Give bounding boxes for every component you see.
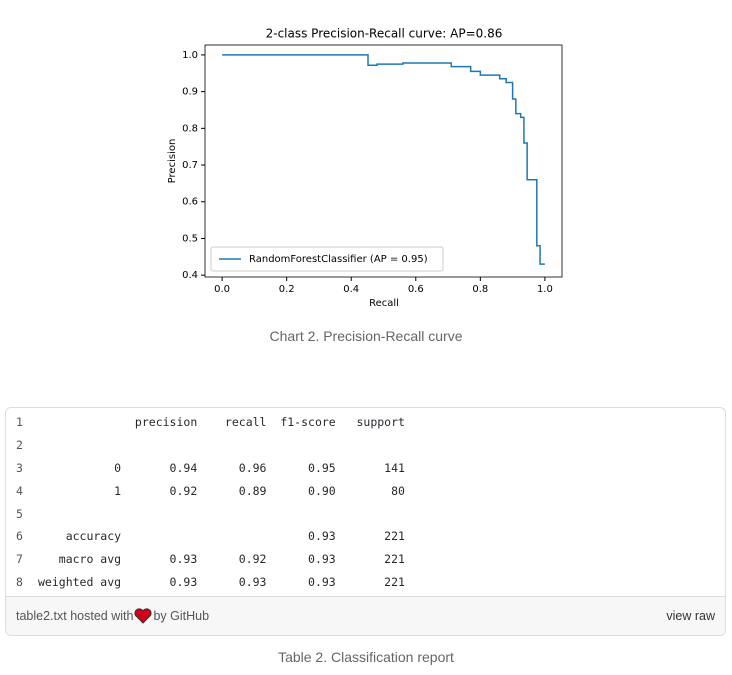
x-tick-label: 1.0	[537, 284, 553, 295]
view-raw-link[interactable]: view raw	[666, 609, 715, 623]
line-number: 1	[16, 415, 23, 430]
gist: 1 precision recall f1-score support 2 3 0 …	[5, 407, 726, 636]
chart-caption: Chart 2. Precision-Recall curve	[269, 328, 463, 344]
code-line: 4 1 0.92 0.89 0.90 80	[6, 479, 725, 502]
table-caption: Table 2. Classification report	[278, 649, 454, 665]
line-number: 5	[16, 506, 23, 521]
hosted-text: hosted with	[70, 609, 134, 623]
heart-icon	[134, 608, 153, 624]
line-text: weighted avg 0.93 0.93 0.93 221	[38, 574, 405, 589]
code-line: 2	[6, 434, 725, 457]
y-tick-label: 1.0	[182, 50, 198, 61]
line-text: precision recall f1-score support	[38, 415, 405, 430]
y-tick-label: 0.7	[182, 160, 198, 171]
chart-title: 2-class Precision-Recall curve: AP=0.86	[266, 27, 503, 41]
y-tick-label: 0.9	[182, 87, 198, 98]
code-line: 7 macro avg 0.93 0.92 0.93 221	[6, 548, 725, 571]
y-tick-label: 0.8	[182, 123, 198, 134]
line-number: 3	[16, 460, 23, 475]
legend-box	[210, 246, 444, 272]
y-tick-label: 0.4	[182, 270, 198, 281]
curve	[222, 54, 545, 265]
y-tick-label: 0.5	[182, 233, 198, 244]
code-line: 1 precision recall f1-score support	[6, 411, 725, 434]
x-tick-label: 0.6	[408, 284, 424, 295]
line-number: 6	[16, 529, 23, 544]
code-line: 8 weighted avg 0.93 0.93 0.93 221	[6, 571, 725, 594]
line-text: macro avg 0.93 0.92 0.93 221	[38, 552, 405, 567]
x-tick-label: 0.4	[343, 284, 359, 295]
y-axis-label: Precision	[167, 139, 178, 184]
line-text: 1 0.92 0.89 0.90 80	[38, 483, 405, 498]
code: 1 precision recall f1-score support 2 3 0 …	[6, 408, 725, 597]
code-line: 3 0 0.94 0.96 0.95 141	[6, 457, 725, 480]
plot-frame	[204, 44, 563, 278]
chart: 2-class Precision-Recall curve: AP=0.86 …	[167, 27, 563, 309]
file-link[interactable]: table2.txt	[16, 609, 67, 623]
x-axis-label: Recall	[369, 298, 399, 309]
code-line: 6 accuracy 0.93 221	[6, 525, 725, 548]
legend-label: RandomForestClassifier (AP = 0.95)	[249, 254, 428, 265]
x-tick-label: 0.2	[279, 284, 295, 295]
line-number: 4	[16, 483, 23, 498]
line-number: 2	[16, 438, 23, 453]
gist-footer: table2.txt hosted with by GitHub view ra…	[6, 596, 725, 635]
code-line: 5	[6, 502, 725, 525]
line-text: accuracy 0.93 221	[38, 529, 405, 544]
x-tick-label: 0.8	[472, 284, 488, 295]
line-number: 7	[16, 552, 23, 567]
y-tick-label: 0.6	[182, 197, 198, 208]
x-tick-label: 0.0	[214, 284, 230, 295]
github-link[interactable]: by GitHub	[153, 609, 210, 623]
line-number: 8	[16, 574, 23, 589]
line-text: 0 0.94 0.96 0.95 141	[38, 460, 405, 475]
